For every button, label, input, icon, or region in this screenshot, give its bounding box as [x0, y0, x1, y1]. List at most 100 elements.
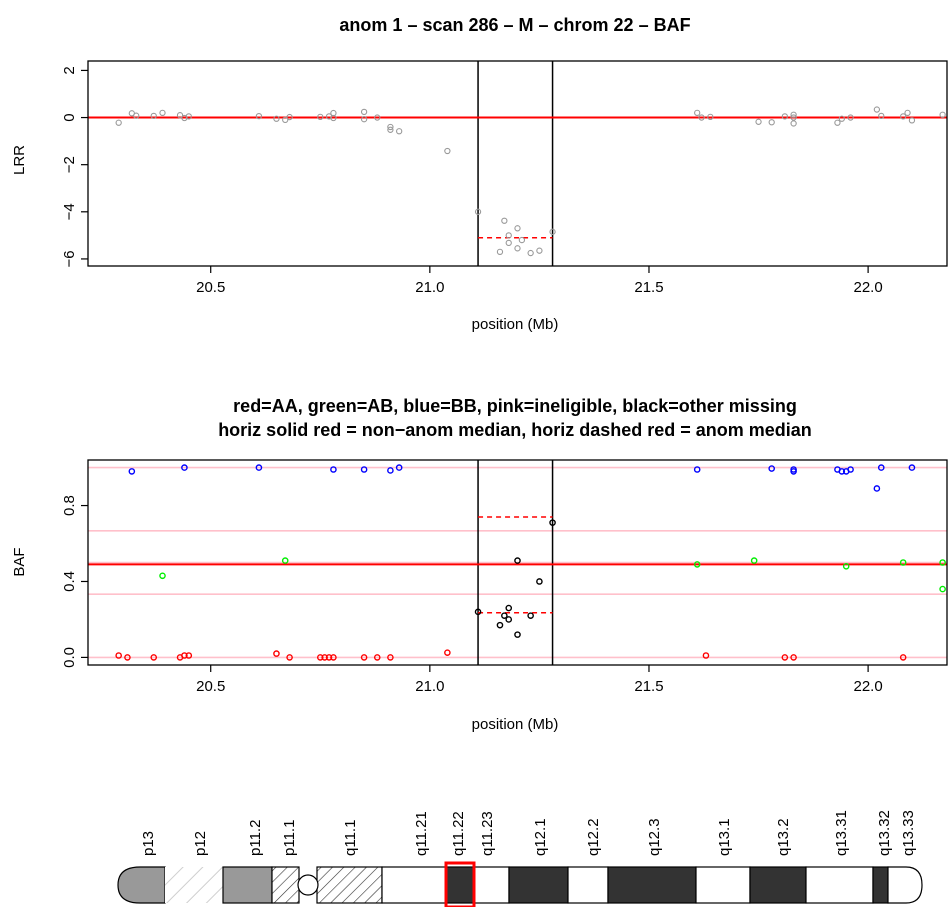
band-labels: p13 p12 p11.2 p11.1 q11.1 q11.21 q11.22 q11.23 q… — [140, 810, 917, 856]
lrr-point — [790, 111, 797, 118]
lrr-point — [501, 217, 508, 224]
lrr-point — [694, 109, 701, 116]
lrr-point — [176, 112, 184, 119]
band-q13.33 — [887, 866, 923, 904]
lrr-point — [115, 119, 122, 126]
lrr-point — [908, 117, 916, 124]
lrr-point — [273, 115, 280, 122]
lrr-x-axis: 20.5 21.0 21.5 22.0 — [196, 266, 883, 296]
band-label-q13.1: q13.1 — [716, 818, 733, 856]
band-p13 — [117, 866, 166, 904]
band-q11.22 — [445, 866, 475, 904]
baf-point-aa — [373, 654, 381, 661]
baf-point-ab — [939, 585, 946, 593]
baf-y-tick-label: 0.8 — [61, 495, 78, 516]
lrr-plot-frame — [87, 60, 948, 267]
baf-point-aa — [185, 652, 193, 659]
lrr-point — [878, 112, 885, 120]
lrr-point — [698, 114, 705, 121]
baf-point-bb — [873, 485, 881, 492]
baf-point-aa — [444, 649, 451, 656]
baf-x-tick-label: 21.5 — [634, 678, 663, 695]
baf-point-ab — [939, 559, 946, 566]
baf-x-tick-label: 22.0 — [854, 678, 883, 695]
band-q13.32 — [872, 866, 889, 904]
baf-x-tick-label: 20.5 — [196, 678, 225, 695]
baf-x-axis: 20.5 21.0 21.5 22.0 — [196, 665, 883, 695]
band-label-q13.2: q13.2 — [775, 818, 792, 856]
baf-point-aa — [325, 654, 333, 661]
anomaly-region-highlight — [444, 861, 476, 907]
baf-y-tick-label: 0.4 — [61, 571, 78, 592]
baf-point-bb — [128, 468, 136, 475]
band-q12.2 — [567, 866, 609, 904]
lrr-point — [505, 232, 512, 239]
lrr-point — [159, 109, 166, 116]
lrr-point — [834, 119, 841, 126]
baf-point-aa — [181, 652, 188, 659]
lrr-point — [900, 113, 907, 120]
band-q12.1 — [508, 866, 569, 904]
lrr-point — [496, 248, 504, 256]
lrr-point — [790, 120, 797, 127]
band-q11.21 — [381, 866, 447, 904]
baf-point-bb — [877, 464, 885, 471]
baf-point-bb — [768, 465, 775, 472]
baf-point-bb — [181, 464, 188, 471]
baf-point-ab — [159, 572, 166, 580]
baf-point-ab — [281, 557, 289, 564]
lrr-panel: anom 1 – scan 286 – M – chrom 22 – BAF 2… — [11, 15, 948, 333]
baf-point-aa — [273, 650, 280, 657]
baf-y-axis: 0.0 0.4 0.8 — [61, 495, 88, 668]
lrr-point — [873, 106, 881, 113]
lrr-point — [185, 113, 192, 120]
lrr-y-tick-label: −2 — [61, 156, 78, 173]
baf-point-other — [514, 631, 521, 638]
lrr-point — [847, 114, 854, 121]
band-q11.23 — [473, 866, 510, 904]
band-q13.1 — [695, 866, 751, 904]
lrr-point — [360, 108, 368, 116]
band-label-p11.1: p11.1 — [281, 820, 298, 856]
baf-point-aa — [115, 652, 122, 659]
lrr-y-tick-label: −6 — [61, 250, 78, 267]
baf-point-bb — [790, 468, 797, 475]
lrr-y-label: LRR — [11, 145, 28, 175]
lrr-y-tick-label: 2 — [61, 66, 78, 74]
baf-point-bb — [387, 467, 394, 474]
baf-point-aa — [150, 654, 158, 661]
baf-point-other — [474, 608, 482, 616]
baf-subtitle: horiz solid red = non−anom median, horiz… — [218, 420, 812, 440]
lrr-point — [707, 113, 714, 120]
lrr-x-tick-label: 21.0 — [415, 279, 444, 296]
baf-point-bb — [360, 466, 368, 473]
baf-point-aa — [321, 654, 328, 661]
baf-point-aa — [790, 654, 797, 661]
baf-point-other — [549, 519, 556, 526]
lrr-point — [282, 116, 289, 124]
lrr-point — [286, 113, 293, 121]
lrr-point — [150, 112, 157, 120]
baf-plot-frame — [87, 459, 948, 666]
baf-x-label: position (Mb) — [472, 716, 559, 733]
band-shapes — [117, 866, 923, 904]
baf-point-bb — [255, 464, 263, 471]
baf-point-aa — [899, 654, 907, 661]
lrr-point — [527, 249, 534, 257]
lrr-point — [387, 123, 394, 131]
chromosome-ideogram: p13 p12 p11.2 p11.1 q11.1 q11.21 q11.22 q11.23 q… — [117, 810, 923, 907]
baf-y-tick-label: 0.0 — [61, 647, 78, 668]
baf-point-bb — [395, 464, 403, 471]
lrr-point — [514, 225, 521, 232]
lrr-point — [790, 114, 797, 121]
baf-reference-lines — [88, 460, 947, 665]
lrr-point — [755, 118, 762, 125]
baf-point-bb — [330, 466, 337, 473]
baf-point-aa — [316, 654, 324, 661]
lrr-point — [838, 115, 845, 122]
band-label-q11.23: q11.23 — [479, 811, 496, 856]
baf-point-bb — [908, 464, 916, 471]
band-q11.1 — [316, 866, 383, 904]
band-label-q13.33: q13.33 — [900, 810, 917, 856]
